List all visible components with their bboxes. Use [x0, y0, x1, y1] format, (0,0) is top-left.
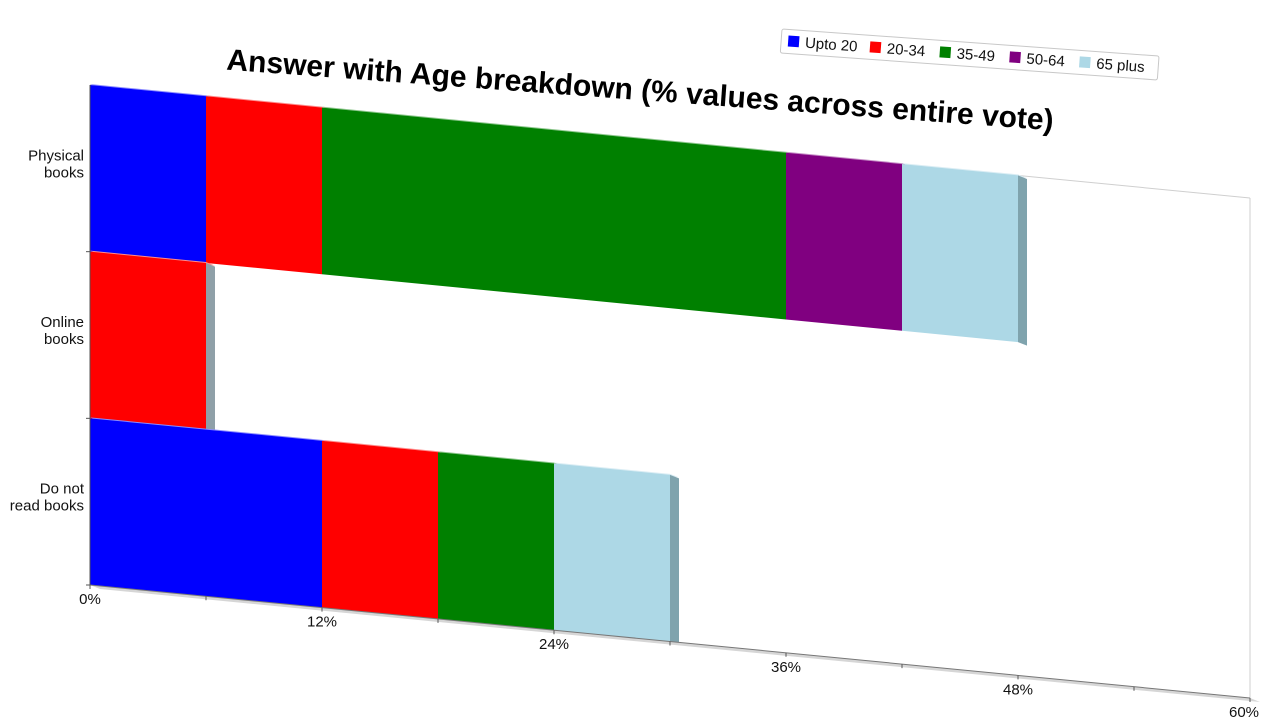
- bar-segment[interactable]: [902, 164, 1018, 343]
- x-axis: 0% 12% 24% 36% 48% 60%: [79, 584, 1260, 720]
- bar-segment[interactable]: [438, 452, 554, 631]
- legend-swatch: [869, 41, 882, 54]
- bar-segment[interactable]: [786, 152, 902, 331]
- legend-swatch: [787, 35, 800, 48]
- bar-segment[interactable]: [90, 418, 322, 608]
- legend-item[interactable]: 65 plus: [1079, 54, 1145, 76]
- category-label: Do not read books: [10, 481, 85, 515]
- x-tick-label: 36%: [771, 659, 801, 676]
- legend-item[interactable]: 35-49: [939, 44, 996, 66]
- legend-label: 20-34: [886, 41, 925, 61]
- legend-label: 35-49: [956, 46, 995, 66]
- bar-segment[interactable]: [322, 440, 438, 619]
- x-tick-label: 0%: [79, 591, 101, 608]
- legend-label: 50-64: [1026, 51, 1065, 71]
- legend-label: 65 plus: [1096, 56, 1145, 76]
- legend-label: Upto 20: [804, 35, 858, 56]
- category-axis: Physical books Online books Do not read books: [10, 85, 91, 586]
- bar-segment[interactable]: [90, 251, 206, 430]
- x-tick-label: 12%: [307, 614, 337, 631]
- bar-segment[interactable]: [90, 85, 206, 263]
- category-label: Physical books: [28, 147, 84, 181]
- x-tick-label: 60%: [1229, 704, 1259, 720]
- bar-segment[interactable]: [322, 107, 786, 320]
- legend-box: Upto 20 20-34 35-49 50-64 65 plus: [779, 28, 1160, 81]
- legend-swatch: [1079, 56, 1091, 69]
- legend[interactable]: Upto 20 20-34 35-49 50-64 65 plus: [779, 28, 1160, 81]
- legend-swatch: [939, 46, 952, 59]
- legend-item[interactable]: 50-64: [1009, 49, 1065, 70]
- x-tick-label: 24%: [539, 636, 569, 653]
- bar-side-face: [670, 474, 679, 646]
- x-axis-floor: [90, 585, 1260, 702]
- bar-segment[interactable]: [206, 96, 322, 275]
- bar-segment[interactable]: [554, 463, 670, 642]
- legend-item[interactable]: 20-34: [869, 39, 926, 61]
- bar-side-face: [1018, 175, 1027, 346]
- x-tick-label: 48%: [1003, 681, 1033, 698]
- legend-swatch: [1009, 51, 1021, 64]
- bar-side-face: [206, 262, 215, 434]
- bars-layer: [90, 84, 1027, 646]
- legend-item[interactable]: Upto 20: [787, 33, 858, 55]
- category-label: Online books: [41, 314, 84, 348]
